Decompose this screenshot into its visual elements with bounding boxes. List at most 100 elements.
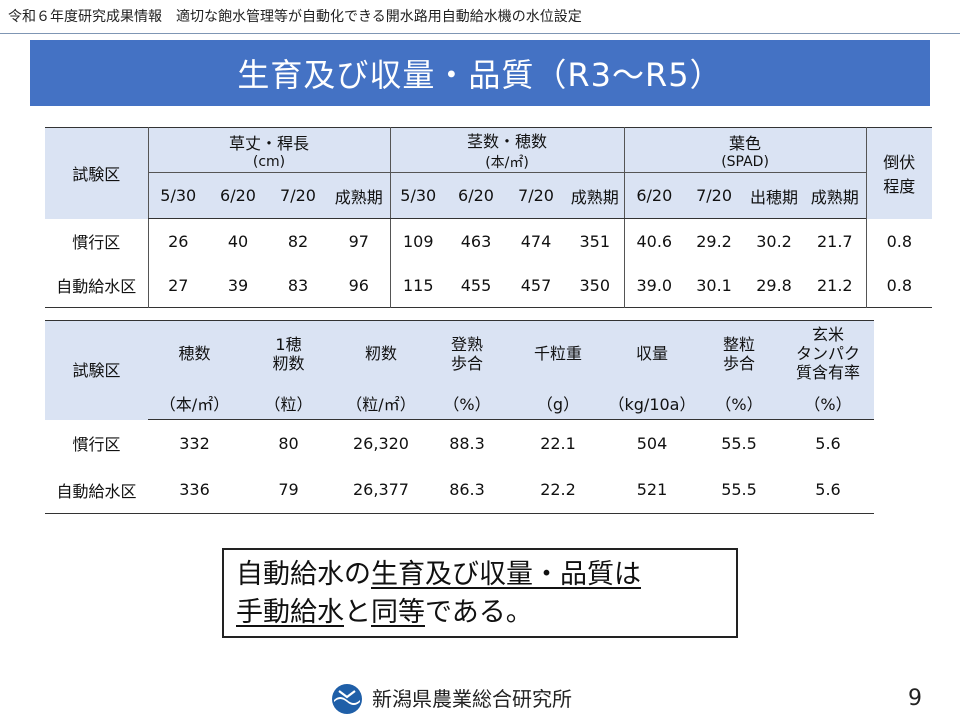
table-cell: 29.8: [756, 275, 792, 295]
table-cell: 30.1: [696, 275, 732, 295]
conclusion-emphasis: 手動給水: [236, 597, 344, 628]
slide-title-bar: 生育及び収量・品質（R3～R5）: [30, 40, 930, 106]
table-cell: 336: [179, 480, 210, 500]
unit-header: （%）: [426, 386, 508, 420]
table-cell: 474: [520, 231, 552, 251]
column-header: 登熟 歩合: [426, 320, 508, 387]
table-cell: 26,320: [353, 433, 409, 453]
table-cell: 97: [348, 231, 369, 251]
table-cell: 26,377: [353, 480, 409, 500]
date-header: 成熟期: [804, 172, 867, 219]
column-header: 玄米 タンパク 質含有率: [782, 320, 874, 387]
table-cell: 96: [348, 275, 369, 295]
table-cell: 40: [227, 231, 249, 251]
stem-count-group-header: 茎数・穂数 (本/㎡): [389, 127, 625, 173]
table-cell: 83: [287, 275, 309, 295]
table-cell: 30.2: [756, 231, 792, 251]
plot-name: 慣行区: [72, 233, 121, 252]
yield-quality-table: 試験区 穂数 1穂 籾数 籾数 登熟 歩合 千粒重 収量 整粒 歩合 玄米 タン…: [45, 320, 874, 514]
column-header: 整粒 歩合: [696, 320, 782, 387]
date-header: 7/20: [684, 172, 745, 219]
table-cell: 26: [147, 218, 208, 264]
table-row: 自動給水区 27 39 83 96 115 455 457 350 39.0 3…: [45, 263, 933, 308]
conclusion-text: 自動給水の: [236, 559, 371, 590]
conclusion-line-2: 手動給水と同等である。: [236, 594, 724, 632]
organization-name: 新潟県農業総合研究所: [372, 687, 572, 711]
unit-header: （%）: [696, 386, 782, 420]
table-cell: 86.3: [449, 480, 485, 500]
date-header: 7/20: [268, 172, 328, 219]
table-cell: 463: [460, 231, 492, 251]
conclusion-box: 自動給水の生育及び収量・品質は 手動給水と同等である。: [222, 548, 738, 638]
unit-header: （粒）: [241, 386, 336, 420]
date-header: 6/20: [623, 172, 685, 219]
table-cell: 109: [389, 218, 447, 264]
group-unit: (本/㎡): [485, 155, 529, 171]
conclusion-text: である。: [425, 597, 533, 628]
date-header: 成熟期: [328, 172, 391, 219]
table-cell: 40.6: [623, 218, 685, 264]
plot-column-header: 試験区: [45, 320, 148, 420]
date-header: 成熟期: [566, 172, 625, 219]
plot-column-header: 試験区: [45, 127, 148, 219]
plot-name: 慣行区: [72, 435, 121, 454]
table-cell: 0.8: [865, 263, 933, 308]
table-cell: 22.1: [540, 433, 576, 453]
table-cell: 457: [520, 275, 552, 295]
group-unit: (SPAD): [721, 154, 769, 170]
lodging-column-header: 倒伏 程度: [865, 127, 933, 219]
table-cell: 80: [278, 433, 299, 453]
unit-header: （%）: [782, 386, 874, 420]
table-cell: 350: [579, 275, 611, 295]
plant-height-group-header: 草丈・稈長 (cm): [147, 127, 391, 173]
date-header: 5/30: [147, 172, 208, 219]
table-row: 自動給水区 336 79 26,377 86.3 22.2 521 55.5 5…: [45, 467, 874, 514]
table-cell: 39.0: [623, 263, 685, 308]
table-cell: 39: [227, 275, 249, 295]
table-cell: 504: [636, 433, 668, 453]
header-divider: [0, 33, 960, 34]
group-unit: (cm): [252, 154, 286, 170]
date-header: 出穂期: [744, 172, 805, 219]
table-cell: 115: [389, 263, 447, 308]
group-label: 茎数・穂数: [467, 132, 548, 151]
table-cell: 332: [179, 433, 210, 453]
column-header: 収量: [608, 320, 696, 387]
table-cell: 0.8: [865, 218, 933, 264]
conclusion-emphasis: 同等: [371, 597, 425, 628]
table-cell: 27: [147, 263, 208, 308]
table-cell: 5.6: [815, 480, 841, 500]
table-cell: 82: [287, 231, 309, 251]
table-cell: 79: [278, 480, 299, 500]
column-header: 千粒重: [508, 320, 608, 387]
column-header: 籾数: [336, 320, 426, 387]
group-label: 葉色: [729, 134, 762, 153]
leaf-color-group-header: 葉色 (SPAD): [623, 127, 867, 173]
table-cell: 455: [460, 275, 492, 295]
table-cell: 29.2: [696, 231, 732, 251]
unit-header: （kg/10a）: [608, 386, 696, 420]
plot-name: 自動給水区: [56, 277, 137, 297]
table-cell: 521: [636, 480, 668, 500]
table-row: 慣行区 332 80 26,320 88.3 22.1 504 55.5 5.6: [45, 420, 874, 467]
date-header: 5/30: [389, 172, 447, 219]
report-header: 令和６年度研究成果情報 適切な飽水管理等が自動化できる開水路用自動給水機の水位設…: [8, 9, 582, 25]
date-header: 6/20: [208, 172, 268, 219]
page-number: 9: [908, 686, 922, 711]
table-cell: 55.5: [721, 480, 757, 500]
unit-header: （g）: [508, 386, 608, 420]
column-header: 1穂 籾数: [241, 320, 336, 387]
conclusion-text: と: [344, 597, 371, 628]
table-cell: 55.5: [721, 433, 757, 453]
unit-header: （粒/㎡）: [336, 386, 426, 420]
table-cell: 21.7: [816, 231, 853, 251]
table-cell: 22.2: [540, 480, 576, 500]
slide-title: 生育及び収量・品質（R3～R5）: [237, 56, 723, 94]
table-cell: 351: [579, 231, 611, 251]
table-cell: 88.3: [449, 433, 485, 453]
table-row: 慣行区 26 40 82 97 109 463 474 351 40.6 29.…: [45, 218, 933, 264]
lodging-label-line-2: 程度: [883, 177, 916, 197]
column-header: 穂数: [148, 320, 241, 387]
conclusion-emphasis: 生育及び収量・品質は: [371, 559, 641, 590]
table-cell: 5.6: [815, 433, 841, 453]
